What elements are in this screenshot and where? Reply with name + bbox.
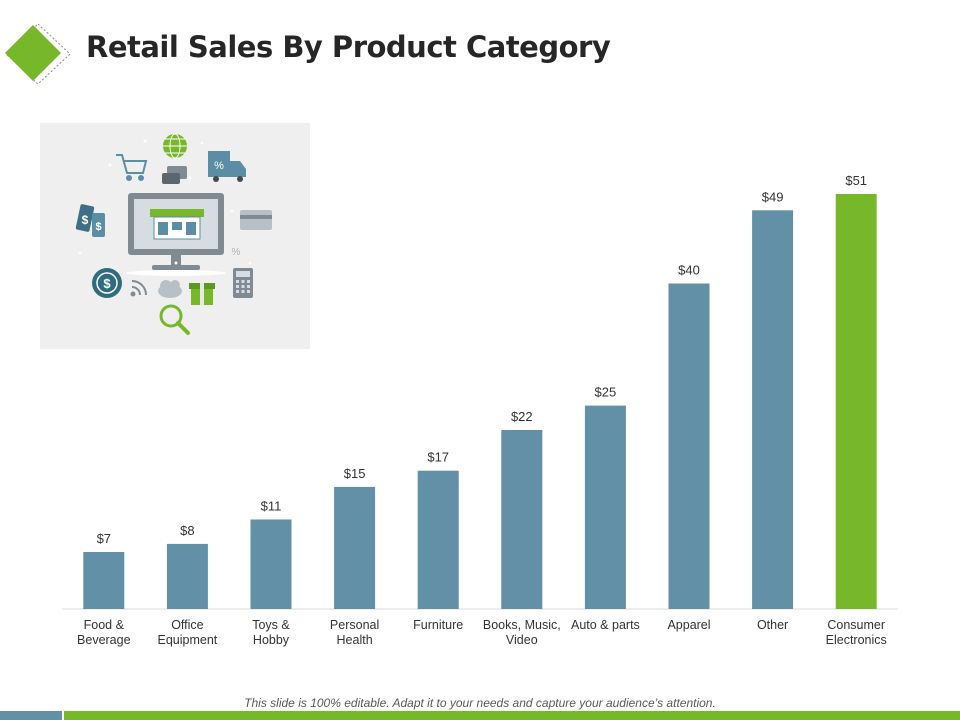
bar-4 — [417, 470, 459, 609]
logo-diamond-icon — [5, 23, 71, 85]
category-label-9-line-1: Electronics — [826, 633, 887, 647]
calculator-icon — [233, 268, 253, 298]
monitor-store-icon — [126, 193, 226, 276]
bar-3 — [334, 486, 376, 609]
category-label-6: Auto & parts — [571, 618, 640, 632]
bar-8 — [752, 210, 794, 610]
footer-note: This slide is 100% editable. Adapt it to… — [244, 696, 716, 710]
category-label-2-line-1: Hobby — [253, 633, 290, 647]
data-label-1: $8 — [180, 523, 194, 538]
svg-text:$: $ — [82, 213, 89, 227]
bar-0 — [83, 552, 125, 609]
data-label-5: $22 — [511, 409, 533, 424]
category-label-1-line-0: Office — [171, 618, 203, 632]
category-label-8: Other — [757, 618, 788, 632]
category-label-4: Furniture — [413, 618, 463, 632]
svg-text:$: $ — [95, 221, 101, 233]
discount-truck-icon: % — [208, 151, 246, 182]
cloud-icon — [158, 280, 182, 298]
bar-7 — [668, 283, 710, 609]
category-label-0-line-0: Food & — [84, 618, 125, 632]
wifi-icon — [130, 280, 147, 297]
data-label-4: $17 — [427, 450, 449, 465]
category-label-5-line-1: Video — [506, 633, 538, 647]
page-title: Retail Sales By Product Category — [86, 30, 611, 64]
globe-icon — [163, 133, 187, 159]
data-label-2: $11 — [261, 499, 282, 514]
data-label-9: $51 — [845, 173, 867, 188]
bar-1 — [166, 543, 208, 609]
data-label-8: $49 — [762, 189, 784, 204]
category-label-5-line-0: Books, Music, — [483, 618, 561, 632]
shopping-cart-icon — [116, 154, 148, 181]
category-label-0-line-1: Beverage — [77, 633, 131, 647]
category-label-7: Apparel — [667, 618, 710, 632]
data-label-3: $15 — [344, 466, 366, 481]
category-label-1-line-1: Equipment — [158, 633, 218, 647]
data-label-0: $7 — [97, 531, 111, 546]
bar-5 — [501, 430, 543, 609]
dollar-coin-icon: $ — [92, 268, 122, 298]
svg-text:$: $ — [103, 276, 111, 291]
bottom-bar-left-segment — [0, 711, 62, 720]
category-label-9-line-0: Consumer — [827, 618, 885, 632]
data-label-6: $25 — [595, 385, 617, 400]
chat-icon — [162, 166, 187, 184]
magnifier-icon — [159, 304, 190, 335]
category-label-3-line-1: Health — [337, 633, 373, 647]
credit-card-icon — [240, 210, 272, 230]
bar-6 — [584, 405, 626, 609]
category-label-3-line-0: Personal — [330, 618, 379, 632]
ecommerce-illustration: % $ $ % $ — [40, 123, 310, 349]
price-tags-icon: $ $ — [75, 204, 105, 237]
data-label-7: $40 — [678, 263, 700, 278]
bar-2 — [250, 519, 292, 609]
bottom-accent-bar — [0, 711, 960, 720]
svg-text:%: % — [232, 247, 241, 258]
bar-9 — [835, 194, 877, 609]
svg-text:%: % — [214, 160, 224, 172]
bottom-bar-right-segment — [64, 711, 960, 720]
category-label-2-line-0: Toys & — [252, 618, 290, 632]
gift-icon — [189, 283, 215, 305]
